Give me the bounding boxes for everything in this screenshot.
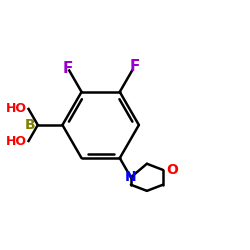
Text: O: O xyxy=(166,163,178,177)
Text: HO: HO xyxy=(6,134,27,147)
Text: F: F xyxy=(130,59,140,74)
Text: F: F xyxy=(63,61,73,76)
Text: B: B xyxy=(25,118,35,132)
Text: HO: HO xyxy=(6,102,27,116)
Text: N: N xyxy=(125,170,137,184)
